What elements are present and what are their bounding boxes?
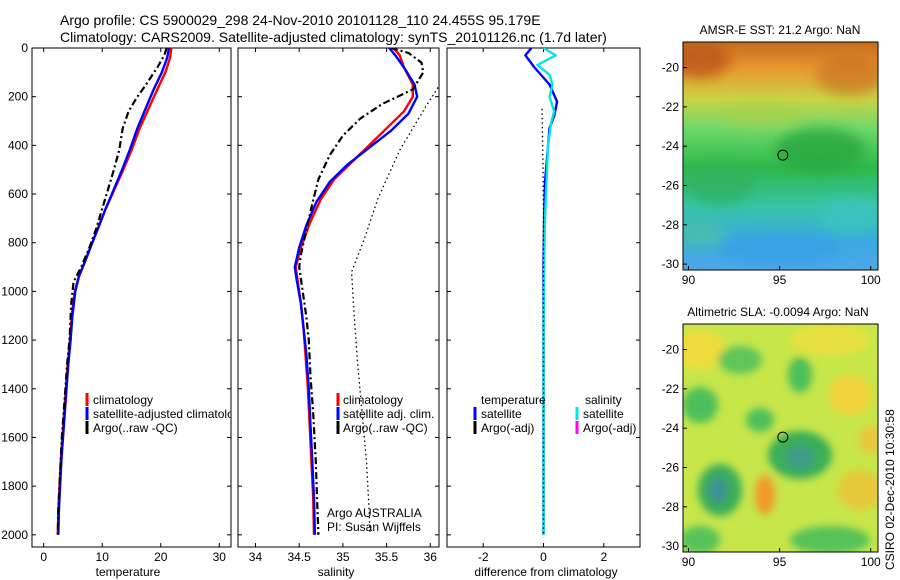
map-y-tick-label: -20 bbox=[662, 61, 680, 75]
y-tick-label: 600 bbox=[8, 187, 28, 201]
difference-depth-ticks bbox=[447, 47, 640, 536]
sla-heatmap-field bbox=[683, 324, 878, 552]
legend-label-climatology: climatology bbox=[343, 393, 403, 407]
salinity-x-axis: 34 34.5 35 35.5 36 bbox=[249, 48, 437, 564]
series-line-reference bbox=[541, 108, 545, 535]
x-tick-label: 36 bbox=[424, 550, 438, 564]
y-tick-label: 200 bbox=[8, 90, 28, 104]
legend-label-sal-argo: Argo(-adj) bbox=[583, 421, 636, 435]
salinity-depth-ticks bbox=[238, 47, 439, 536]
legend-label-argo: Argo(..raw -QC) bbox=[343, 421, 428, 435]
y-tick-label: 800 bbox=[8, 236, 28, 250]
map-y-tick-label: -24 bbox=[662, 421, 680, 435]
argo-source-annotation: Argo AUSTRALIA bbox=[327, 506, 422, 520]
temperature-axes-frame bbox=[31, 47, 232, 548]
sla-map: Altimetric SLA: -0.0094 Argo: NaN bbox=[662, 305, 881, 569]
y-tick-label: 1200 bbox=[1, 333, 28, 347]
sst-map-title: AMSR-E SST: 21.2 Argo: NaN bbox=[700, 23, 861, 37]
legend-label-satellite-adj: satellite adj. clim. bbox=[343, 407, 434, 421]
x-tick-label: 34 bbox=[249, 550, 263, 564]
y-tick-label: 1800 bbox=[1, 479, 28, 493]
figure-title-line1: Argo profile: CS 5900029_298 24-Nov-2010… bbox=[60, 12, 541, 28]
difference-panel: -2 0 2 difference from climatology tempera… bbox=[446, 47, 641, 579]
legend-title-temperature: temperature bbox=[481, 393, 546, 407]
map-y-tick-label: -30 bbox=[662, 539, 680, 553]
difference-legend: temperature salinity satellite Argo(-adj… bbox=[473, 393, 636, 435]
salinity-legend: climatology satellite adj. clim. Argo(..… bbox=[336, 393, 434, 435]
x-tick-label: -2 bbox=[478, 550, 489, 564]
salinity-axes-frame bbox=[237, 47, 440, 548]
map-x-tick-label: 100 bbox=[861, 273, 881, 287]
legend-label-temp-argo: Argo(-adj) bbox=[481, 421, 534, 435]
y-tick-label: 400 bbox=[8, 138, 28, 152]
pi-annotation: PI: Susan Wijffels bbox=[327, 520, 421, 534]
sst-heatmap-field bbox=[683, 42, 878, 270]
y-tick-label: 1400 bbox=[1, 382, 28, 396]
profile-location-marker bbox=[777, 149, 789, 161]
map-x-tick-label: 95 bbox=[773, 273, 787, 287]
salinity-x-label: salinity bbox=[318, 565, 355, 579]
temperature-legend: climatology satellite-adjusted climatolo… bbox=[85, 393, 246, 435]
legend-label-temp-satellite: satellite bbox=[481, 407, 522, 421]
salinity-panel: 34 34.5 35 35.5 36 salinity climatology sate… bbox=[237, 47, 440, 579]
sla-map-title: Altimetric SLA: -0.0094 Argo: NaN bbox=[687, 305, 868, 319]
legend-title-salinity: salinity bbox=[585, 393, 622, 407]
map-x-tick-label: 95 bbox=[773, 555, 787, 569]
depth-axis: 0 200 400 600 800 1000 1200 1400 1600 1800 2000 bbox=[1, 41, 231, 542]
map-x-tick-label: 90 bbox=[682, 273, 696, 287]
profile-location-marker bbox=[777, 431, 789, 443]
series-line-reference bbox=[350, 84, 439, 535]
x-tick-label: 10 bbox=[96, 550, 110, 564]
series-line-satellite-adj-clim bbox=[293, 48, 419, 535]
y-tick-label: 1000 bbox=[1, 284, 28, 298]
map-y-tick-label: -20 bbox=[662, 343, 680, 357]
legend-label-climatology: climatology bbox=[93, 393, 153, 407]
temperature-x-label: temperature bbox=[96, 565, 161, 579]
x-tick-label: 0 bbox=[40, 550, 47, 564]
series-line-satellite-adjusted-climatology bbox=[57, 48, 171, 535]
x-tick-label: 20 bbox=[154, 550, 168, 564]
map-y-tick-label: -26 bbox=[662, 178, 680, 192]
map-y-tick-label: -28 bbox=[662, 218, 680, 232]
series-line-argo-raw-qc bbox=[298, 48, 425, 535]
map-y-tick-label: -30 bbox=[662, 257, 680, 271]
map-y-tick-label: -22 bbox=[662, 382, 680, 396]
temperature-panel: 0 200 400 600 800 1000 1200 1400 1600 1800 2000 0 1… bbox=[1, 41, 246, 579]
x-tick-label: 35 bbox=[336, 550, 350, 564]
legend-label-satellite-adjusted: satellite-adjusted climatology bbox=[93, 407, 246, 421]
temperature-x-axis: 0 10 20 30 bbox=[40, 48, 226, 564]
figure-title-line2: Climatology: CARS2009. Satellite-adjuste… bbox=[60, 29, 607, 45]
difference-x-axis: -2 0 2 bbox=[478, 48, 607, 564]
csiro-timestamp: CSIRO 02-Dec-2010 10:30:58 bbox=[883, 409, 897, 570]
sla-map-frame bbox=[682, 323, 879, 553]
map-x-tick-label: 90 bbox=[682, 555, 696, 569]
y-tick-label: 0 bbox=[21, 41, 28, 55]
x-tick-label: 0 bbox=[540, 550, 547, 564]
sst-map: AMSR-E SST: 21.2 Argo: NaN 90 95 100 -20 -22… bbox=[662, 23, 881, 287]
sst-map-frame bbox=[682, 41, 879, 271]
difference-x-label: difference from climatology bbox=[474, 565, 617, 579]
x-tick-label: 30 bbox=[213, 550, 227, 564]
series-line-satellite bbox=[536, 48, 557, 535]
y-tick-label: 2000 bbox=[1, 528, 28, 542]
x-tick-label: 2 bbox=[600, 550, 607, 564]
map-y-tick-label: -24 bbox=[662, 139, 680, 153]
x-tick-label: 34.5 bbox=[287, 550, 311, 564]
x-tick-label: 35.5 bbox=[375, 550, 399, 564]
map-x-tick-label: 100 bbox=[861, 555, 881, 569]
legend-label-argo: Argo(..raw -QC) bbox=[93, 421, 178, 435]
y-tick-label: 1600 bbox=[1, 430, 28, 444]
map-y-tick-label: -26 bbox=[662, 460, 680, 474]
series-line-argo-raw-qc bbox=[56, 48, 168, 535]
legend-label-sal-satellite: satellite bbox=[583, 407, 624, 421]
map-y-tick-label: -22 bbox=[662, 100, 680, 114]
map-y-tick-label: -28 bbox=[662, 500, 680, 514]
